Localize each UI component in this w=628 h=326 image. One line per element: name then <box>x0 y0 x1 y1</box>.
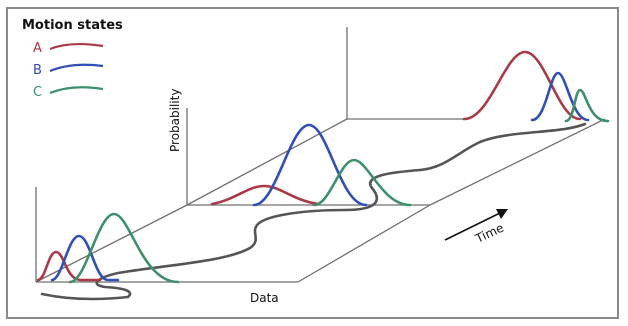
middle-curve-b <box>252 123 368 207</box>
middle-curve-a <box>210 184 320 206</box>
legend-swatch-c <box>49 86 104 95</box>
back-curve-a <box>462 50 582 121</box>
middle-distributions <box>210 123 412 207</box>
middle-left-edge <box>186 118 348 206</box>
legend: Motion states A B C <box>22 18 123 100</box>
front-distributions <box>36 212 180 284</box>
front-curve-a <box>36 250 102 282</box>
middle-curve-c <box>312 158 412 207</box>
front-right-edge <box>297 204 431 283</box>
back-curve-c <box>564 88 610 123</box>
axes <box>35 27 606 283</box>
arrowhead-icon <box>496 209 508 219</box>
front-curve-c <box>68 212 180 284</box>
front-curve-b <box>50 234 120 282</box>
legend-label-c: C <box>33 85 42 100</box>
back-curve-b <box>530 71 590 122</box>
probability-axis-label: Probability <box>168 89 182 152</box>
legend-swatch-a <box>49 42 104 51</box>
legend-swatch-b <box>49 63 104 73</box>
legend-label-b: B <box>33 63 42 78</box>
back-distributions <box>462 50 610 123</box>
data-axis-label: Data <box>250 291 279 305</box>
time-arrow <box>444 209 508 241</box>
legend-label-a: A <box>33 41 42 56</box>
middle-right-edge <box>429 118 606 206</box>
legend-title: Motion states <box>22 18 123 33</box>
trajectory-path <box>40 122 587 301</box>
